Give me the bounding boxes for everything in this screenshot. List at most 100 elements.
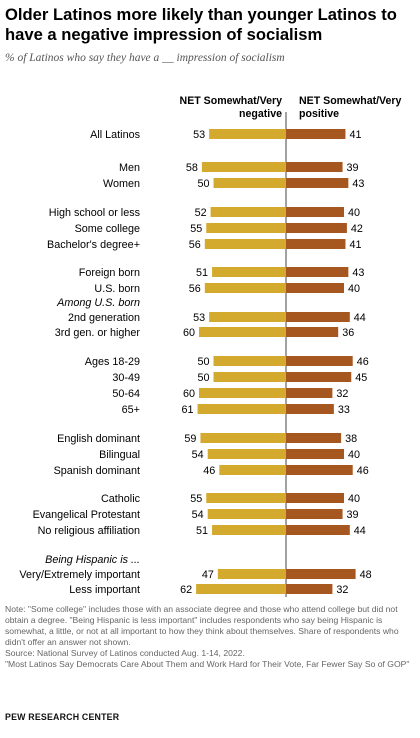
bar-negative bbox=[206, 493, 286, 503]
value-label-positive: 45 bbox=[355, 372, 367, 384]
bar-positive bbox=[286, 493, 344, 503]
value-label-positive: 32 bbox=[336, 388, 348, 400]
value-label-positive: 40 bbox=[348, 283, 360, 295]
bar-positive bbox=[286, 388, 333, 398]
value-label-positive: 40 bbox=[348, 493, 360, 505]
bar-negative bbox=[213, 356, 286, 366]
bar-negative bbox=[213, 178, 286, 188]
bar-negative bbox=[206, 223, 286, 233]
bar-positive bbox=[286, 207, 344, 217]
row-label: Very/Extremely important bbox=[19, 569, 140, 581]
value-label-positive: 36 bbox=[342, 327, 354, 339]
value-label-positive: 44 bbox=[354, 312, 366, 324]
diverging-bar-chart: All Latinos 53 41 Men 58 39 Women 50 43 High scho… bbox=[19, 112, 372, 597]
row-label: Spanish dominant bbox=[54, 465, 140, 477]
row-label: Foreign born bbox=[79, 267, 140, 279]
row-label: U.S. born bbox=[94, 283, 140, 295]
bar-negative bbox=[210, 207, 286, 217]
bar-positive bbox=[286, 223, 347, 233]
row-label: 30-49 bbox=[112, 372, 140, 384]
source-text: Source: National Survey of Latinos condu… bbox=[5, 648, 245, 658]
row-label: Bachelor's degree+ bbox=[47, 239, 140, 251]
row-label: Being Hispanic is ... bbox=[45, 554, 140, 566]
value-label-negative: 55 bbox=[190, 223, 202, 235]
row-label: Among U.S. born bbox=[56, 297, 140, 309]
pew-logo-text: PEW RESEARCH CENTER bbox=[5, 712, 120, 722]
bar-negative bbox=[204, 283, 286, 293]
row-label: Less important bbox=[69, 584, 140, 596]
value-label-positive: 41 bbox=[349, 239, 361, 251]
bar-negative bbox=[201, 162, 286, 172]
bar-positive bbox=[286, 449, 344, 459]
bar-positive bbox=[286, 372, 352, 382]
row-label: English dominant bbox=[57, 433, 140, 445]
row-label: All Latinos bbox=[90, 129, 140, 141]
value-label-positive: 38 bbox=[345, 433, 357, 445]
bar-positive bbox=[286, 509, 343, 519]
bar-negative bbox=[207, 509, 286, 519]
value-label-negative: 50 bbox=[197, 356, 209, 368]
bar-negative bbox=[217, 569, 286, 579]
bar-negative bbox=[212, 267, 286, 277]
legend-negative: NET Somewhat/Very negative bbox=[179, 95, 282, 120]
value-label-positive: 46 bbox=[357, 356, 369, 368]
bar-positive bbox=[286, 356, 353, 366]
bar-negative bbox=[209, 129, 286, 139]
value-label-positive: 39 bbox=[347, 509, 359, 521]
row-label: No religious affiliation bbox=[38, 525, 140, 537]
bar-negative bbox=[197, 404, 286, 414]
value-label-negative: 61 bbox=[182, 404, 194, 416]
row-label: Some college bbox=[75, 223, 140, 235]
bar-positive bbox=[286, 283, 344, 293]
value-label-negative: 50 bbox=[197, 372, 209, 384]
bar-positive bbox=[286, 267, 349, 277]
bar-negative bbox=[196, 584, 286, 594]
bar-negative bbox=[200, 433, 286, 443]
value-label-negative: 50 bbox=[197, 178, 209, 190]
value-label-negative: 52 bbox=[195, 207, 207, 219]
value-label-negative: 56 bbox=[189, 283, 201, 295]
row-label: Bilingual bbox=[99, 449, 140, 461]
value-label-negative: 56 bbox=[189, 239, 201, 251]
value-label-negative: 51 bbox=[196, 525, 208, 537]
value-label-positive: 32 bbox=[336, 584, 348, 596]
legend-positive: NET Somewhat/Very positive bbox=[299, 95, 402, 120]
value-label-negative: 46 bbox=[203, 465, 215, 477]
value-label-positive: 40 bbox=[348, 207, 360, 219]
bar-positive bbox=[286, 162, 343, 172]
bar-negative bbox=[199, 388, 286, 398]
chart-subtitle: % of Latinos who say they have a __ impr… bbox=[5, 52, 285, 64]
value-label-negative: 53 bbox=[193, 312, 205, 324]
bar-positive bbox=[286, 404, 334, 414]
bar-positive bbox=[286, 129, 346, 139]
value-label-positive: 39 bbox=[347, 162, 359, 174]
row-label: High school or less bbox=[49, 207, 141, 219]
value-label-negative: 54 bbox=[192, 509, 204, 521]
bar-positive bbox=[286, 433, 342, 443]
row-label: Ages 18-29 bbox=[85, 356, 140, 368]
value-label-positive: 42 bbox=[351, 223, 363, 235]
bar-positive bbox=[286, 465, 353, 475]
bar-negative bbox=[219, 465, 286, 475]
value-label-negative: 59 bbox=[184, 433, 196, 445]
value-label-negative: 54 bbox=[192, 449, 204, 461]
value-label-negative: 62 bbox=[180, 584, 192, 596]
value-label-positive: 46 bbox=[357, 465, 369, 477]
bar-positive bbox=[286, 178, 349, 188]
bar-positive bbox=[286, 525, 350, 535]
value-label-positive: 44 bbox=[354, 525, 366, 537]
report-title-text: "Most Latinos Say Democrats Care About T… bbox=[5, 659, 410, 669]
value-label-positive: 40 bbox=[348, 449, 360, 461]
value-label-negative: 51 bbox=[196, 267, 208, 279]
value-label-negative: 53 bbox=[193, 129, 205, 141]
row-label: Women bbox=[103, 178, 140, 190]
bar-negative bbox=[212, 525, 286, 535]
value-label-positive: 43 bbox=[352, 267, 364, 279]
bar-negative bbox=[204, 239, 286, 249]
bar-positive bbox=[286, 327, 339, 337]
row-label: 3rd gen. or higher bbox=[55, 327, 141, 339]
bar-negative bbox=[199, 327, 286, 337]
notes: Note: "Some college" includes those with… bbox=[5, 604, 417, 670]
bar-positive bbox=[286, 239, 346, 249]
row-label: Men bbox=[119, 162, 140, 174]
